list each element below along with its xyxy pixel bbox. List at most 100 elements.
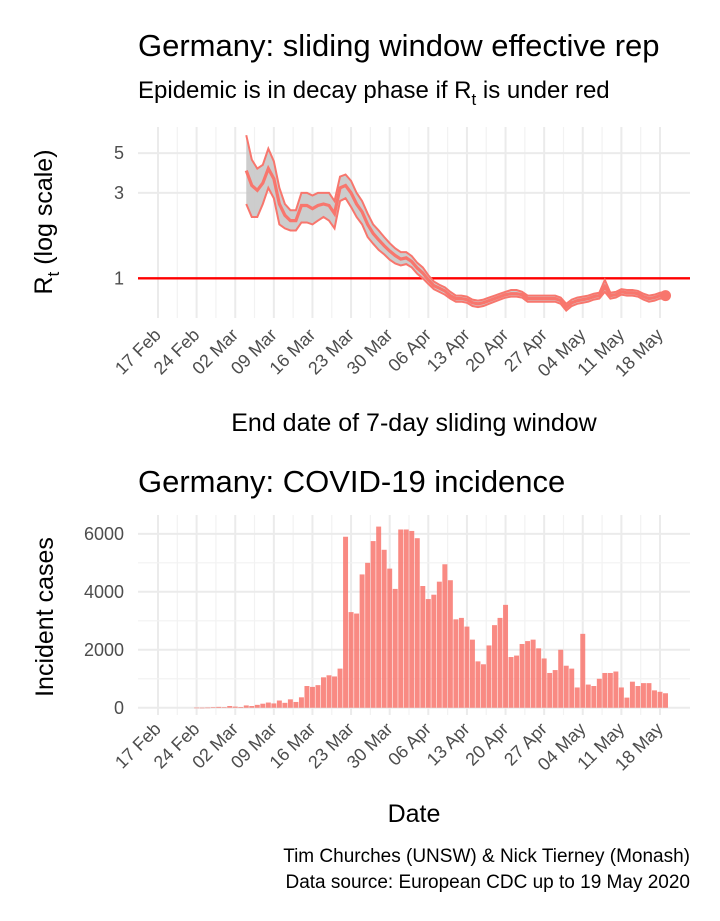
rt-y-tick-labels: 1 3 5 [114, 143, 124, 288]
incidence-bar [392, 588, 398, 708]
incidence-bar [436, 581, 442, 708]
incidence-bar [652, 690, 657, 708]
incidence-bar [602, 672, 608, 708]
rt-subtitle-lead: Epidemic is in decay phase if R [138, 77, 472, 104]
incidence-x-axis-title: Date [388, 800, 441, 828]
incidence-bar [216, 706, 222, 708]
incidence-bar [475, 661, 481, 708]
incidence-bar [243, 705, 249, 708]
incidence-y-tick-label: 6000 [84, 524, 124, 544]
incidence-bar [232, 706, 238, 708]
rt-mean-line [244, 164, 666, 310]
rt-x-axis-title: End date of 7-day sliding window [231, 409, 597, 437]
incidence-bar [409, 530, 415, 708]
incidence-bar [359, 574, 365, 708]
incidence-bar [398, 529, 404, 708]
incidence-bar [348, 612, 354, 708]
rt-gridlines [138, 127, 690, 318]
incidence-bar [271, 703, 277, 708]
incidence-bar [596, 678, 602, 708]
incidence-bar [387, 568, 393, 708]
incidence-bar [486, 645, 492, 708]
incidence-y-tick-label: 2000 [84, 640, 124, 660]
incidence-bar [585, 684, 591, 708]
incidence-bar [458, 617, 464, 708]
incidence-bar [657, 691, 663, 708]
incidence-bar [265, 702, 271, 708]
incidence-bar [629, 681, 635, 708]
rt-x-tick-label: 13 Apr [423, 325, 474, 376]
incidence-bar [194, 707, 200, 709]
incidence-bar [525, 641, 531, 708]
incidence-y-tick-label: 0 [114, 698, 124, 718]
incidence-bar [337, 668, 343, 708]
incidence-x-tick-label: 13 Apr [423, 719, 474, 770]
rt-y-axis-title-rest: (log scale) [30, 149, 58, 271]
rt-y-tick-label: 3 [114, 183, 124, 203]
incidence-bar [442, 564, 448, 708]
rt-chart-title: Germany: sliding window effective rep [138, 28, 660, 63]
incidence-y-axis-title: Incident cases [31, 537, 59, 697]
incidence-bar [282, 702, 288, 708]
incidence-bar [309, 686, 315, 708]
rt-series-lines [244, 134, 672, 313]
incidence-bar [403, 529, 409, 708]
incidence-bar [480, 664, 486, 708]
incidence-bar [381, 549, 387, 708]
incidence-bar [624, 697, 630, 708]
incidence-bar [492, 625, 497, 708]
incidence-bar [552, 670, 558, 708]
incidence-bars [194, 526, 668, 709]
rt-x-tick-label: 20 Apr [461, 325, 512, 376]
incidence-bar [205, 707, 211, 709]
incidence-bar [376, 526, 382, 708]
incidence-bar [227, 706, 233, 708]
incidence-bar [464, 626, 470, 708]
rt-chart-subtitle: Epidemic is in decay phase if Rt is unde… [138, 77, 610, 109]
caption-source: Data source: European CDC up to 19 May 2… [285, 872, 690, 893]
incidence-bar [210, 707, 216, 708]
incidence-bar [618, 687, 624, 708]
incidence-bar [453, 619, 459, 708]
rt-y-axis-title-main: R [30, 276, 58, 294]
rt-x-tick-label: 06 Apr [384, 325, 435, 376]
incidence-bar [530, 639, 536, 708]
incidence-bar [613, 671, 619, 708]
incidence-bar [276, 700, 282, 708]
incidence-bar [547, 672, 553, 708]
incidence-y-tick-label: 4000 [84, 582, 124, 602]
incidence-x-tick-label: 06 Apr [384, 719, 435, 770]
incidence-bar [287, 699, 293, 708]
incidence-bar [298, 697, 304, 708]
incidence-bar [580, 633, 586, 708]
incidence-chart-title: Germany: COVID-19 incidence [138, 464, 565, 499]
incidence-bar [343, 536, 349, 708]
incidence-bar [497, 617, 503, 708]
incidence-bar [607, 672, 613, 708]
incidence-bar [365, 562, 371, 708]
incidence-bar [254, 704, 260, 708]
incidence-bar [574, 687, 580, 708]
incidence-bar [304, 686, 310, 708]
rt-y-tick-label: 5 [114, 143, 124, 163]
incidence-bar [420, 586, 426, 708]
incidence-bar [238, 707, 244, 708]
incidence-bar [519, 643, 525, 708]
incidence-bar [332, 676, 338, 708]
rt-y-tick-label: 1 [114, 268, 124, 288]
rt-subtitle-subscript: t [472, 90, 477, 109]
incidence-bar [646, 683, 652, 708]
rt-upper-bound-line [245, 134, 666, 306]
incidence-bar [469, 639, 475, 708]
incidence-bar [315, 685, 321, 708]
rt-y-axis-title-subscript: t [44, 271, 63, 276]
incidence-bar [536, 648, 542, 708]
incidence-bar [414, 538, 420, 708]
incidence-bar [508, 657, 514, 708]
incidence-bar [221, 707, 227, 708]
incidence-bar [591, 686, 597, 708]
incidence-bar [431, 594, 437, 708]
incidence-bar [503, 604, 509, 708]
